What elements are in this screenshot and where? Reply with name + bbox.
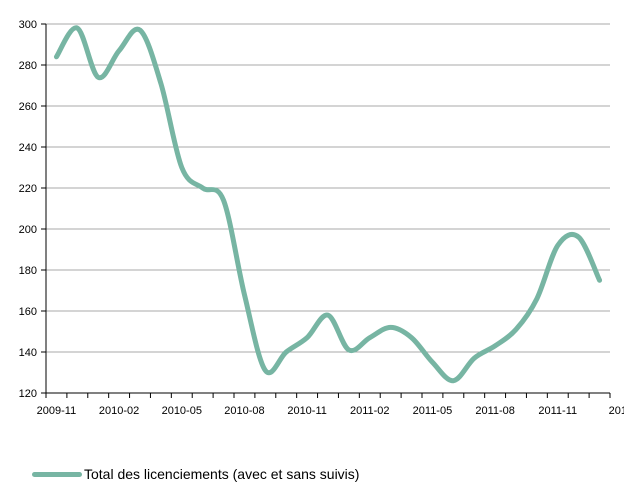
y-tick-label: 120 xyxy=(19,388,37,400)
axes xyxy=(41,23,611,398)
y-tick-label: 140 xyxy=(19,347,37,359)
x-tick-label: 2010-02 xyxy=(99,405,139,417)
x-axis-tick-labels: 2009-11 2010-02 2010-05 2010-08 2010-11 2011-… xyxy=(37,405,624,417)
series-line xyxy=(53,25,603,384)
y-tick-label: 160 xyxy=(19,306,37,318)
x-tick-label: 2010-08 xyxy=(224,405,264,417)
y-tick-label: 300 xyxy=(19,19,37,31)
x-tick-label: 2011-08 xyxy=(475,405,515,417)
y-tick-label: 200 xyxy=(19,224,37,236)
x-tick-label: 2011-11 xyxy=(538,405,577,417)
x-tick-label: 2010-11 xyxy=(287,405,327,417)
y-tick-label: 260 xyxy=(19,101,37,113)
legend-label: Total des licenciements (avec et sans su… xyxy=(84,466,360,482)
y-tick-label: 280 xyxy=(19,60,37,72)
legend-swatch xyxy=(32,471,82,477)
x-tick-label: 2011-02 xyxy=(350,405,390,417)
y-tick-label: 220 xyxy=(19,183,37,195)
gridlines xyxy=(46,23,610,353)
series-lines xyxy=(53,25,603,384)
legend: Total des licenciements (avec et sans su… xyxy=(32,466,359,482)
x-tick-label: 2010-05 xyxy=(162,405,202,417)
x-tick-label: 2012-02 xyxy=(609,405,624,417)
y-tick-label: 180 xyxy=(19,265,37,277)
x-tick-label: 2011-05 xyxy=(413,405,453,417)
x-tick-label: 2009-11 xyxy=(37,405,77,417)
y-tick-label: 240 xyxy=(19,142,37,154)
y-axis-tick-labels: 120 140 160 180 200 220 240 260 280 300 xyxy=(19,19,37,400)
